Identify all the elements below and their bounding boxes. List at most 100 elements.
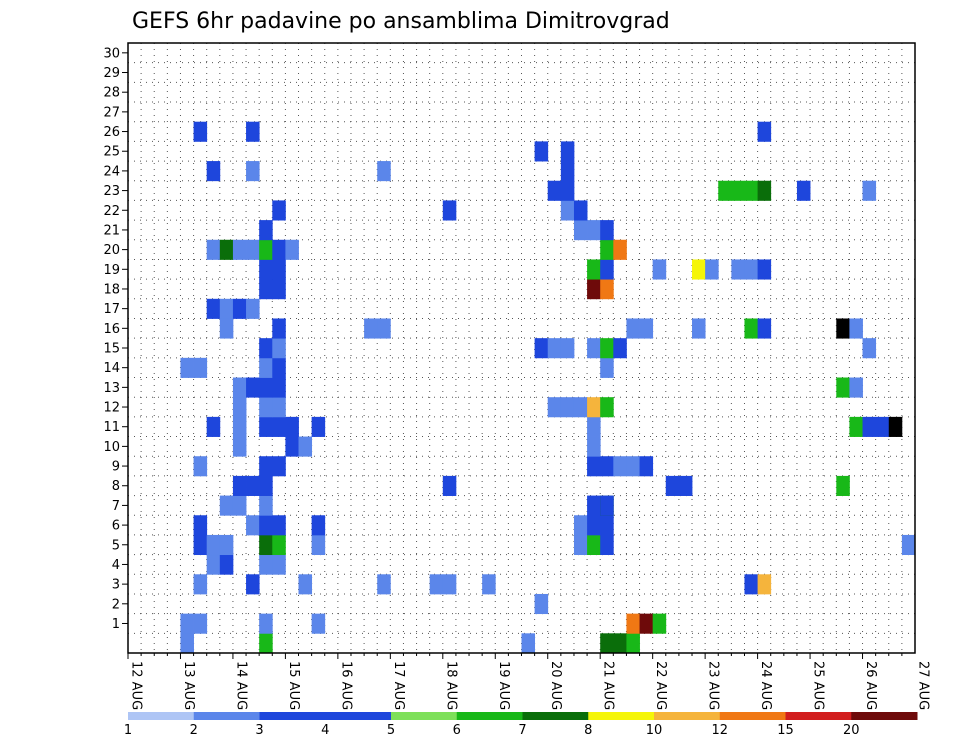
heatmap-cell: [259, 279, 273, 300]
heatmap-cell: [259, 397, 273, 418]
heatmap-cell: [232, 495, 247, 516]
heatmap-cell: [547, 397, 562, 418]
y-tick-label: 17: [103, 302, 120, 317]
heatmap-cell: [573, 534, 588, 556]
heatmap-cell: [744, 574, 758, 595]
y-tick-label: 23: [103, 184, 120, 199]
heatmap-cell: [692, 259, 706, 280]
heatmap-cell: [875, 416, 890, 437]
legend-swatch: [785, 712, 852, 720]
y-tick-label: 12: [103, 401, 120, 416]
heatmap-cell: [259, 534, 273, 556]
heatmap-cell: [521, 633, 536, 654]
heatmap-cell: [757, 121, 772, 142]
heatmap-cell: [272, 515, 286, 536]
chart-title: GEFS 6hr padavine po ansamblima Dimitrov…: [132, 9, 670, 34]
y-tick-label: 13: [103, 381, 120, 396]
y-tick-label: 21: [103, 223, 120, 238]
x-tick-label: 12 AUG: [129, 661, 144, 710]
heatmap-cell: [442, 574, 457, 595]
heatmap-cell: [232, 436, 247, 457]
heatmap-cell: [560, 180, 575, 201]
heatmap-cell: [705, 259, 719, 280]
heatmap-cell: [442, 475, 457, 496]
heatmap-cell: [193, 574, 208, 595]
heatmap-cell: [560, 161, 575, 182]
heatmap-cell: [311, 534, 326, 556]
heatmap-cell: [652, 613, 667, 634]
y-tick-label: 5: [112, 538, 120, 553]
heatmap-cell: [272, 318, 286, 339]
heatmap-cell: [259, 239, 273, 260]
y-tick-label: 25: [103, 145, 120, 160]
y-tick-label: 26: [103, 125, 120, 140]
heatmap-cell: [534, 338, 549, 359]
x-tick-label: 26 AUG: [863, 661, 878, 710]
y-tick-label: 2: [112, 597, 120, 612]
heatmap-cell: [259, 456, 273, 477]
heatmap-cell: [193, 357, 208, 378]
legend-label: 10: [646, 723, 663, 738]
heatmap-cell: [246, 475, 260, 496]
heatmap-cell: [272, 259, 286, 280]
heatmap-cell: [757, 574, 772, 595]
x-tick-label: 17 AUG: [391, 661, 406, 710]
heatmap-cell: [600, 259, 614, 280]
heatmap-cell: [180, 357, 194, 378]
heatmap-cell: [547, 180, 562, 201]
heatmap-cell: [298, 436, 313, 457]
heatmap-cell: [613, 456, 627, 477]
heatmap-cell: [272, 357, 286, 378]
heatmap-cell: [600, 534, 614, 556]
y-tick-label: 16: [103, 322, 120, 337]
heatmap-cell: [587, 259, 601, 280]
heatmap-cell: [639, 318, 654, 339]
x-tick-label: 27 AUG: [916, 661, 931, 710]
y-tick-label: 1: [112, 617, 120, 632]
heatmap-cell: [232, 298, 247, 319]
heatmap-cell: [193, 456, 208, 477]
heatmap-cell: [246, 377, 260, 398]
heatmap-cell: [193, 534, 208, 556]
heatmap-cell: [232, 475, 247, 496]
y-tick-label: 29: [103, 66, 120, 81]
x-tick-label: 23 AUG: [706, 661, 721, 710]
y-tick-label: 18: [103, 282, 120, 297]
heatmap-cell: [626, 613, 640, 634]
heatmap-cell: [259, 475, 273, 496]
legend-label: 6: [453, 723, 461, 738]
legend-swatch: [325, 712, 392, 720]
heatmap-cell: [219, 298, 234, 319]
heatmap-cell: [180, 633, 194, 654]
heatmap-cell: [639, 613, 654, 634]
y-tick-label: 15: [103, 342, 120, 357]
heatmap-cell: [626, 456, 640, 477]
heatmap-cell: [232, 397, 247, 418]
legend-swatch: [259, 712, 326, 720]
y-tick-label: 22: [103, 204, 120, 219]
heatmap-cell: [587, 397, 601, 418]
heatmap-cell: [757, 259, 772, 280]
heatmap-cell: [613, 633, 627, 654]
legend-swatch: [456, 712, 523, 720]
heatmap-cell: [600, 397, 614, 418]
heatmap-cell: [246, 298, 260, 319]
heatmap-cell: [600, 515, 614, 536]
y-tick-label: 24: [103, 164, 120, 179]
heatmap-cell: [219, 318, 234, 339]
y-tick-label: 10: [103, 440, 120, 455]
legend-label: 2: [190, 723, 198, 738]
heatmap-cell: [547, 338, 562, 359]
x-tick-label: 22 AUG: [653, 661, 668, 710]
heatmap-cell: [587, 338, 601, 359]
heatmap-cell: [311, 515, 326, 536]
heatmap-cell: [259, 613, 273, 634]
heatmap-cell: [796, 180, 811, 201]
heatmap-cell: [285, 436, 299, 457]
y-tick-label: 9: [112, 460, 120, 475]
x-tick-label: 20 AUG: [548, 661, 563, 710]
y-tick-label: 14: [103, 361, 120, 376]
heatmap-cell: [613, 338, 627, 359]
y-tick-label: 30: [103, 46, 120, 61]
